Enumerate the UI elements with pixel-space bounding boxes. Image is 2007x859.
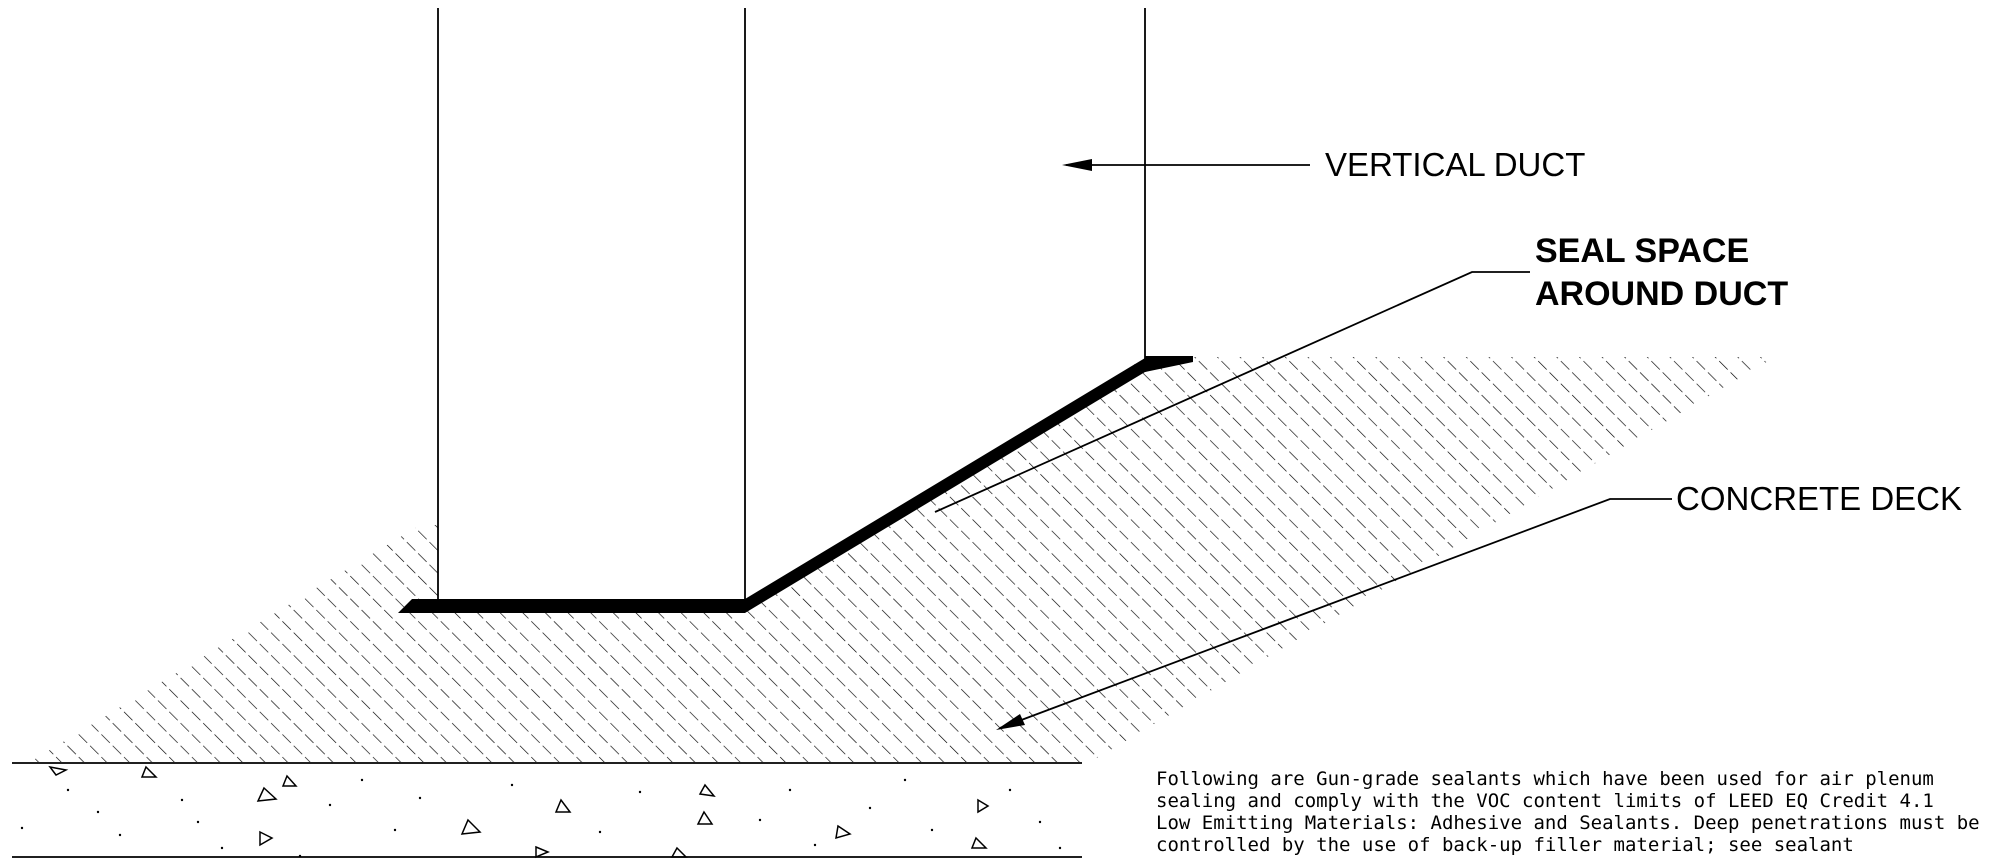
- seal-space-label: SEAL SPACE AROUND DUCT: [1535, 230, 1788, 316]
- slab-section: [12, 762, 1082, 858]
- concrete-sand-dots: [20, 778, 1062, 858]
- note-line-1: Following are Gun-grade sealants which h…: [1156, 768, 1934, 790]
- seal-space-label-line1: SEAL SPACE: [1535, 232, 1750, 270]
- note-line-3: Low Emitting Materials: Adhesive and Sea…: [1156, 812, 1980, 834]
- sealant-bead: [398, 356, 1193, 613]
- note-line-4: controlled by the use of back-up filler …: [1156, 834, 1854, 856]
- leader-arrowheads: [996, 159, 1092, 730]
- concrete-deck-leader: [999, 498, 1672, 729]
- concrete-aggregate: [48, 765, 990, 859]
- vertical-duct: [437, 8, 1146, 602]
- sealant-note: Following are Gun-grade sealants which h…: [1156, 768, 1980, 856]
- note-line-2: sealing and comply with the VOC content …: [1156, 790, 1934, 812]
- vertical-duct-label: VERTICAL DUCT: [1325, 146, 1586, 183]
- concrete-deck-arrowhead: [996, 714, 1025, 730]
- leaders: [934, 164, 1672, 729]
- concrete-deck-hatch: [30, 357, 1775, 762]
- seal-space-label-line2: AROUND DUCT: [1535, 275, 1789, 313]
- concrete-deck-label: CONCRETE DECK: [1676, 480, 1963, 517]
- vertical-duct-arrowhead: [1062, 159, 1092, 171]
- seal-space-leader: [934, 271, 1530, 513]
